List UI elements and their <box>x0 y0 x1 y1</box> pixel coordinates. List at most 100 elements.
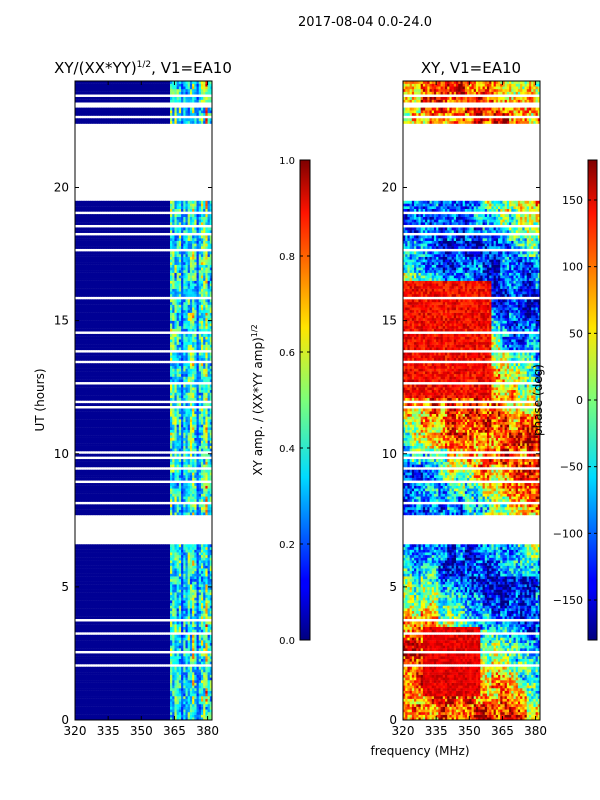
heatmap-cell <box>134 706 138 710</box>
heatmap-cell <box>97 701 100 705</box>
heatmap-cell <box>189 693 193 697</box>
heatmap-cell <box>114 688 118 691</box>
heatmap-cell <box>178 461 182 465</box>
heatmap-cell <box>128 584 131 588</box>
heatmap-cell <box>103 634 107 638</box>
heatmap-cell <box>134 610 138 614</box>
heatmap-cell <box>75 560 78 564</box>
heatmap-cell <box>207 597 211 601</box>
heatmap-cell <box>134 602 138 606</box>
heatmap-cell <box>192 642 195 646</box>
heatmap-cell <box>172 626 175 630</box>
heatmap-cell <box>110 610 113 614</box>
heatmap-cell <box>110 629 113 633</box>
heatmap-cell <box>132 565 136 569</box>
heatmap-cell <box>123 677 127 681</box>
heatmap-cell <box>178 562 182 566</box>
heatmap-cell <box>209 717 212 720</box>
heatmap-cell <box>158 610 162 614</box>
heatmap-cell <box>97 565 100 569</box>
heatmap-cell <box>79 608 83 612</box>
heatmap-cell <box>92 693 96 697</box>
heatmap-cell <box>165 499 169 502</box>
heatmap-cell <box>125 696 129 699</box>
heatmap-cell <box>158 714 162 718</box>
heatmap-cell <box>110 597 113 601</box>
heatmap-cell <box>121 461 125 465</box>
heatmap-cell <box>123 688 127 691</box>
heatmap-cell <box>156 594 160 598</box>
heatmap-cell <box>105 552 109 556</box>
heatmap-cell <box>152 666 155 670</box>
heatmap-cell <box>156 576 160 580</box>
heatmap-cell <box>101 488 105 492</box>
heatmap-cell <box>110 509 113 513</box>
heatmap-cell <box>92 475 96 478</box>
heatmap-cell <box>105 509 109 513</box>
heatmap-cell <box>161 616 164 620</box>
heatmap-cell <box>92 653 96 657</box>
heatmap-cell <box>116 562 120 566</box>
heatmap-cell <box>145 573 149 577</box>
heatmap-cell <box>112 642 116 646</box>
heatmap-cell <box>99 554 102 558</box>
heatmap-cell <box>203 488 206 492</box>
heatmap-cell <box>185 554 189 558</box>
heatmap-cell <box>172 464 175 468</box>
heatmap-cell <box>152 568 155 572</box>
heatmap-cell <box>152 573 155 577</box>
heatmap-cell <box>79 549 83 553</box>
heatmap-cell <box>163 616 166 620</box>
heatmap-cell <box>167 613 171 617</box>
heatmap-cell <box>77 491 80 494</box>
heatmap-cell <box>187 626 191 630</box>
heatmap-cell <box>152 570 155 574</box>
heatmap-cell <box>156 616 160 620</box>
heatmap-cell <box>94 709 98 713</box>
heatmap-cell <box>112 459 116 462</box>
heatmap-cell <box>114 578 118 582</box>
heatmap-cell <box>116 602 120 606</box>
heatmap-cell <box>167 706 171 710</box>
heatmap-cell <box>88 608 91 612</box>
heatmap-cell <box>203 597 206 601</box>
heatmap-cell <box>97 714 100 718</box>
heatmap-cell <box>105 576 109 580</box>
heatmap-cell <box>92 714 96 718</box>
heatmap-cell <box>156 496 160 500</box>
heatmap-cell <box>143 680 147 683</box>
heatmap-cell <box>114 714 118 718</box>
heatmap-cell <box>90 610 94 614</box>
heatmap-cell <box>200 714 204 718</box>
heatmap-cell <box>105 696 109 699</box>
heatmap-cell <box>161 461 164 465</box>
heatmap-cell <box>172 472 175 476</box>
heatmap-cell <box>147 690 151 694</box>
heatmap-cell <box>181 688 184 691</box>
heatmap-cell <box>81 461 85 465</box>
heatmap-cell <box>143 616 147 620</box>
heatmap-cell <box>141 602 144 606</box>
heatmap-cell <box>114 477 118 481</box>
heatmap-cell <box>136 499 140 502</box>
heatmap-cell <box>176 509 180 513</box>
heatmap-cell <box>116 570 120 574</box>
heatmap-cell <box>181 557 184 561</box>
heatmap-cell <box>139 581 142 585</box>
heatmap-cell <box>136 573 140 577</box>
heatmap-cell <box>79 629 83 633</box>
heatmap-cell <box>123 653 127 657</box>
heatmap-cell <box>143 483 147 486</box>
heatmap-cell <box>205 589 208 593</box>
heatmap-cell <box>112 544 116 548</box>
heatmap-cell <box>158 621 162 625</box>
heatmap-cell <box>103 461 107 465</box>
heatmap-cell <box>81 493 85 497</box>
heatmap-cell <box>125 461 129 465</box>
heatmap-cell <box>158 666 162 670</box>
heatmap-cell <box>110 594 113 598</box>
heatmap-cell <box>94 453 98 457</box>
heatmap-cell <box>145 648 149 651</box>
heatmap-cell <box>198 658 202 662</box>
heatmap-cell <box>198 472 202 476</box>
